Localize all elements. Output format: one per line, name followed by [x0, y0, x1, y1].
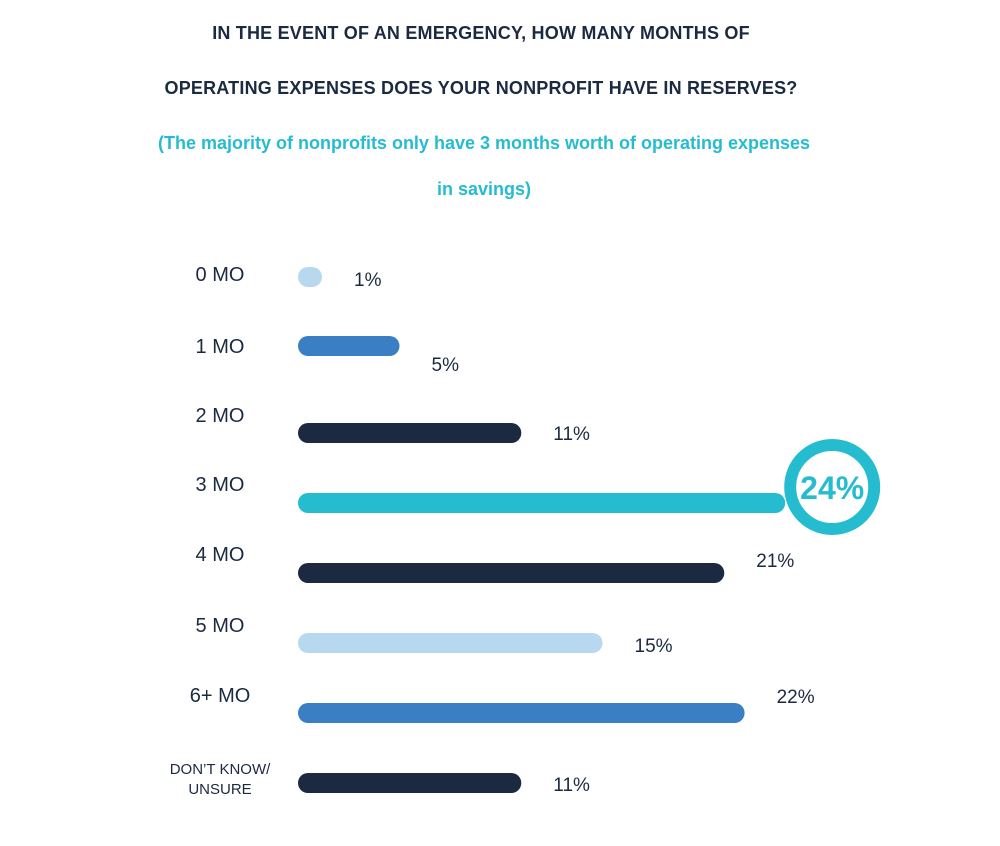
chart-subtitle-line-1: (The majority of nonprofits only have 3 …	[157, 133, 811, 153]
category-label: 4 MO	[196, 544, 245, 566]
category-label: 2 MO	[196, 405, 245, 427]
category-label: UNSURE	[188, 781, 251, 798]
value-label: 5%	[432, 355, 460, 376]
value-label: 22%	[777, 687, 815, 708]
chart-subtitle-line-2: in savings)	[436, 179, 532, 199]
value-label: 11%	[553, 775, 590, 796]
value-label: 21%	[756, 551, 794, 572]
value-label: 15%	[635, 636, 673, 657]
category-label: DON’T KNOW/	[170, 761, 271, 778]
bar	[298, 336, 400, 356]
chart-title-line-2: OPERATING EXPENSES DOES YOUR NONPROFIT H…	[164, 78, 798, 98]
value-label: 11%	[553, 424, 590, 445]
bar	[298, 267, 322, 287]
value-label: 1%	[354, 270, 382, 291]
category-label: 3 MO	[196, 474, 245, 496]
bar	[298, 703, 745, 723]
bar	[298, 773, 522, 793]
bar	[298, 563, 725, 583]
category-label: 1 MO	[196, 336, 245, 358]
bar	[298, 423, 522, 443]
chart-title-line-1: IN THE EVENT OF AN EMERGENCY, HOW MANY M…	[212, 23, 750, 43]
category-label: 0 MO	[196, 264, 245, 286]
highlight-ring	[784, 439, 881, 535]
category-label: 5 MO	[196, 615, 245, 637]
value-label: 24%	[800, 470, 864, 506]
bar	[298, 493, 786, 513]
category-label: 6+ MO	[190, 685, 251, 707]
bar	[298, 633, 603, 653]
